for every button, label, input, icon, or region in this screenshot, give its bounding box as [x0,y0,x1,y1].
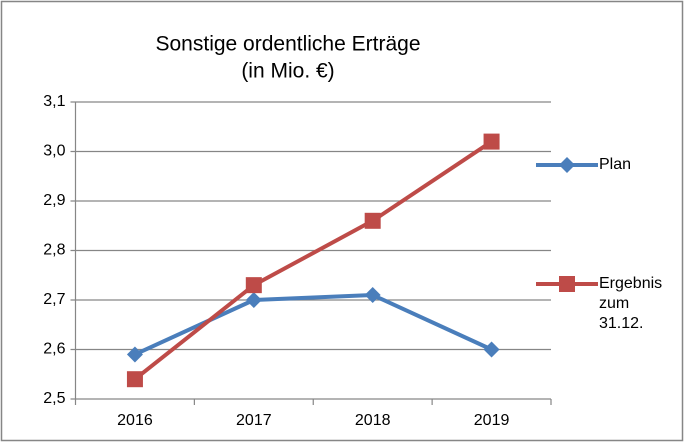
x-tick-label: 2019 [474,412,510,429]
y-tick-label: 2,9 [43,192,65,209]
y-tick-label: 2,5 [43,390,65,407]
marker [483,341,500,358]
marker [483,133,500,150]
marker [364,212,381,229]
chart-subtitle: (in Mio. €) [241,60,334,83]
marker [126,371,143,388]
series-line [133,139,493,381]
series-line [134,293,493,357]
y-tick-label: 2,6 [43,341,65,358]
chart-title: Sonstige ordentliche Erträge [156,33,421,56]
legend-label: Plan [599,156,632,173]
x-tick-label: 2016 [117,412,153,429]
marker [126,346,143,363]
y-tick-label: 3,1 [43,93,65,110]
x-tick-label: 2017 [236,412,272,429]
marker [245,277,262,294]
marker [559,276,575,292]
y-tick-label: 2,7 [43,291,65,308]
y-tick-label: 3,0 [43,143,65,160]
marker [559,157,575,173]
marker [364,287,381,304]
legend-label: Ergebnis zum 31.12. [599,275,663,332]
marker [245,292,262,308]
x-tick-label: 2018 [355,412,391,429]
y-tick-label: 2,8 [43,242,65,259]
